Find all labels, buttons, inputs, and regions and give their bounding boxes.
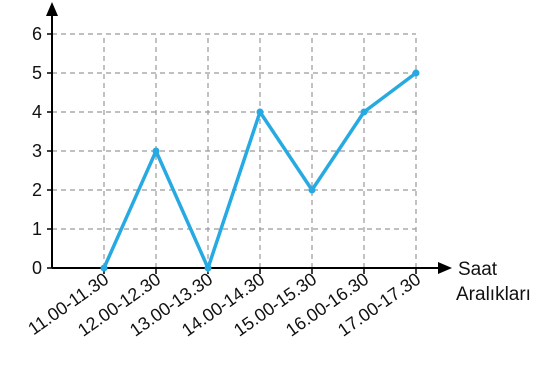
grid: [52, 33, 417, 268]
data-point: [100, 264, 108, 272]
data-point: [152, 147, 160, 155]
axes: [46, 2, 452, 274]
x-axis-label-line-1: Saat: [458, 259, 498, 280]
y-axis-arrow: [46, 2, 58, 16]
y-tick-label: 0: [32, 258, 42, 278]
x-axis-label-line-2: Aralıkları: [456, 284, 531, 305]
data-point: [308, 186, 316, 194]
x-tick-labels: 11.00-11.3012.00-12.3013.00-13.3014.00-1…: [24, 268, 424, 340]
y-tick-label: 4: [32, 102, 42, 122]
data-series: [100, 69, 420, 273]
data-point: [412, 69, 420, 77]
data-point: [204, 264, 212, 272]
y-tick-label: 5: [32, 63, 42, 83]
data-point: [256, 108, 264, 116]
y-tick-label: 2: [32, 180, 42, 200]
y-tick-label: 6: [32, 24, 42, 44]
y-tick-label: 3: [32, 141, 42, 161]
y-tick-labels: 0 1 2 3 4 5 6: [32, 24, 52, 278]
y-tick-label: 1: [32, 219, 42, 239]
x-axis-arrow: [438, 262, 452, 274]
data-point: [360, 108, 368, 116]
